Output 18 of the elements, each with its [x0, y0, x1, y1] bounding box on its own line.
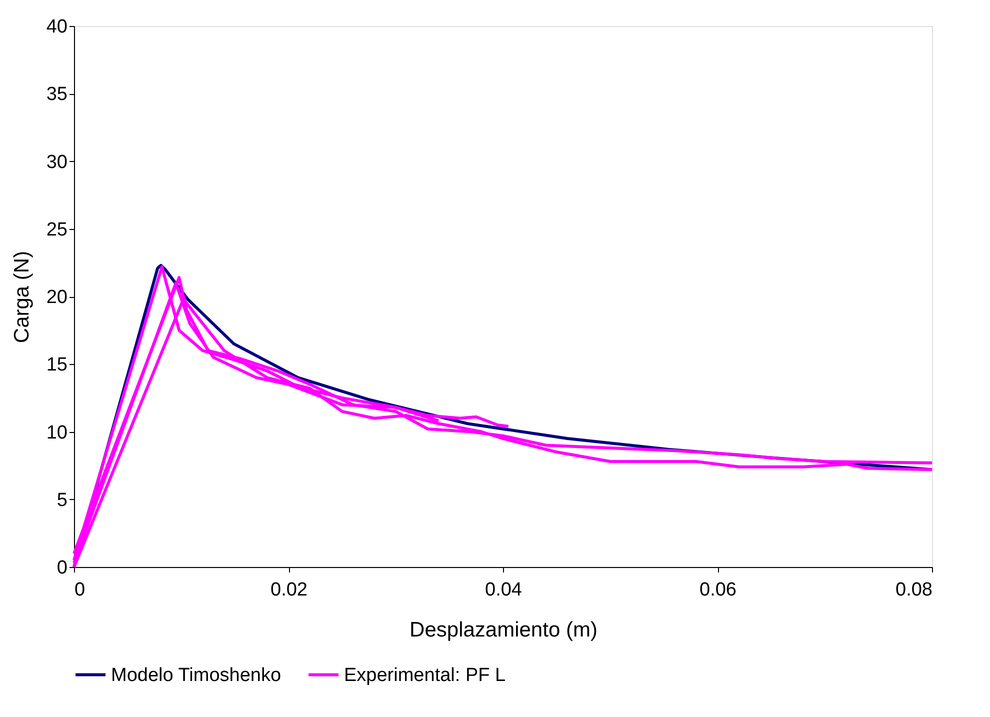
- y-tick-label: 25: [46, 219, 68, 240]
- y-axis-title: Carga (N): [10, 250, 34, 344]
- y-tick-label: 5: [56, 490, 68, 511]
- legend-label: Modelo Timoshenko: [111, 664, 282, 686]
- x-tick-label: 0: [74, 580, 86, 600]
- legend-label: Experimental: PF L: [344, 664, 506, 686]
- y-tick-label: 15: [46, 354, 68, 376]
- y-tick-label: 40: [46, 16, 68, 38]
- x-tick-label: 0.06: [700, 580, 736, 600]
- y-tick-label: 0: [56, 558, 68, 578]
- x-tick-label: 0.02: [270, 580, 308, 600]
- x-axis-title: Desplazamiento (m): [410, 618, 598, 642]
- y-tick-label: 35: [46, 84, 68, 106]
- y-tick-label: 30: [46, 152, 68, 173]
- y-tick-label: 10: [46, 422, 68, 444]
- x-tick-label: 0.08: [896, 580, 932, 600]
- x-tick-label: 0.04: [485, 580, 522, 600]
- y-tick-label: 20: [46, 287, 68, 308]
